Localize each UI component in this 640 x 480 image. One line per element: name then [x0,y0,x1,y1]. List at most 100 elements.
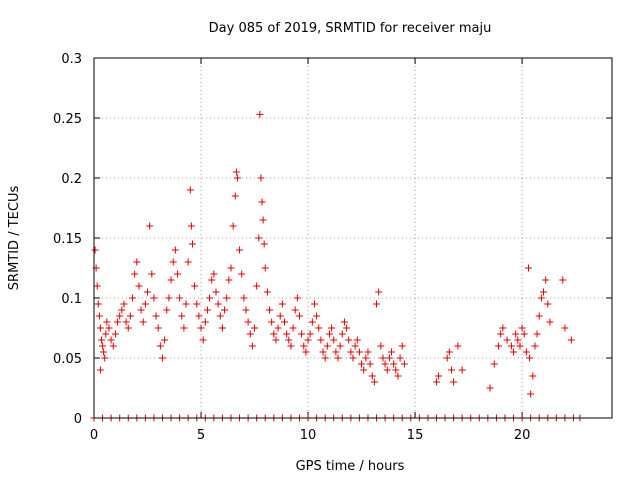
data-point [334,354,342,362]
data-point [233,174,241,182]
data-point [325,330,333,338]
data-point [173,270,181,278]
data-point [526,354,534,362]
data-point [259,216,267,224]
data-point [529,372,537,380]
data-point [317,336,325,344]
data-point [210,270,218,278]
data-point [163,306,171,314]
data-point [332,348,340,356]
data-point [353,336,361,344]
data-point [298,330,306,338]
data-point [122,318,130,326]
data-point [126,312,134,320]
data-point [253,282,261,290]
data-point [278,300,286,308]
data-point [507,342,515,350]
data-point [240,294,248,302]
data-point [231,192,239,200]
data-point [544,300,552,308]
data-point [141,300,149,308]
data-point [214,300,222,308]
data-point [154,324,162,332]
data-point [124,324,132,332]
data-point [167,276,175,284]
data-point [99,342,107,350]
data-point [542,276,550,284]
data-point [458,366,466,374]
data-point [251,324,259,332]
data-point [516,342,524,350]
data-point [510,348,518,356]
data-point [229,222,237,230]
data-point [176,294,184,302]
data-point [366,360,374,368]
data-point [343,324,351,332]
data-point [94,300,102,308]
data-point [96,324,104,332]
y-tick-label: 0.05 [53,352,82,367]
data-point [144,288,152,296]
data-point [514,336,522,344]
data-point [137,306,145,314]
data-point [148,270,156,278]
data-point [248,342,256,350]
data-point [375,288,383,296]
data-point [291,306,299,314]
data-point [385,354,393,362]
data-point [486,384,494,392]
data-point [107,336,115,344]
y-tick-label: 0.15 [53,232,82,247]
data-point [535,312,543,320]
data-point [102,330,110,338]
data-point [109,342,117,350]
data-point [201,318,209,326]
data-point [133,258,141,266]
data-point [336,342,344,350]
data-point [370,378,378,386]
data-point [435,372,443,380]
data-point [398,342,406,350]
data-point [218,324,226,332]
data-point [390,360,398,368]
data-point [100,348,108,356]
data-point [321,354,329,362]
data-point [349,354,357,362]
data-point [244,318,252,326]
data-point [184,258,192,266]
data-point [270,330,278,338]
data-point [522,348,530,356]
data-point [379,354,387,362]
data-point [95,312,103,320]
data-point [330,336,338,344]
data-point [114,318,122,326]
y-tick-label: 0.1 [61,292,82,307]
data-point [533,330,541,338]
data-point [360,366,368,374]
data-points [90,110,584,422]
data-point [315,324,323,332]
data-point [392,366,400,374]
data-point [274,324,282,332]
data-point [394,372,402,380]
data-point [97,336,105,344]
data-point [443,354,451,362]
data-point [561,324,569,332]
data-point [260,240,268,248]
data-point [512,330,520,338]
data-point [156,342,164,350]
data-point [537,294,545,302]
y-tick-label: 0 [74,412,82,427]
data-point [293,294,301,302]
data-point [165,294,173,302]
data-point [310,300,318,308]
data-point [338,330,346,338]
grid [94,58,612,418]
plot-frame [93,57,613,419]
data-point [381,360,389,368]
data-point [197,324,205,332]
data-point [364,348,372,356]
x-tick-label: 5 [197,428,205,443]
data-point [206,294,214,302]
data-point [276,312,284,320]
